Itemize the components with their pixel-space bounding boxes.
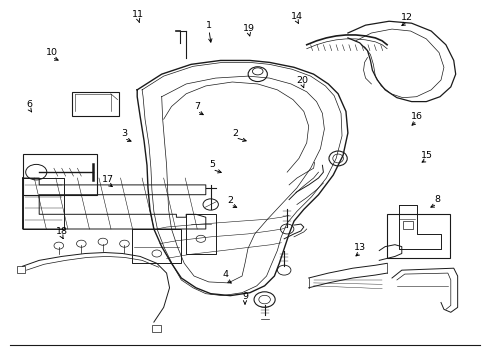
Text: 9: 9 <box>242 292 248 301</box>
Text: 4: 4 <box>223 270 229 279</box>
Bar <box>17 266 25 273</box>
Text: 18: 18 <box>55 227 68 236</box>
Text: 13: 13 <box>354 243 367 252</box>
Text: 5: 5 <box>209 161 215 170</box>
Text: 7: 7 <box>194 102 200 111</box>
Text: 6: 6 <box>27 100 33 109</box>
Text: 14: 14 <box>291 12 303 21</box>
Text: 16: 16 <box>411 112 423 121</box>
Text: 8: 8 <box>434 195 440 204</box>
Bar <box>152 325 161 332</box>
Text: 3: 3 <box>121 129 127 138</box>
Text: 20: 20 <box>296 76 309 85</box>
Bar <box>387 214 449 258</box>
Text: 1: 1 <box>206 21 212 30</box>
Text: 10: 10 <box>46 48 58 57</box>
Text: 15: 15 <box>420 150 433 159</box>
Text: 17: 17 <box>102 175 114 184</box>
Bar <box>23 154 97 195</box>
Text: 2: 2 <box>227 196 234 205</box>
Bar <box>403 221 414 229</box>
Text: 11: 11 <box>132 10 145 19</box>
Text: 19: 19 <box>243 23 255 32</box>
Text: 2: 2 <box>232 129 239 138</box>
Bar <box>72 92 119 116</box>
Text: 12: 12 <box>401 13 413 22</box>
